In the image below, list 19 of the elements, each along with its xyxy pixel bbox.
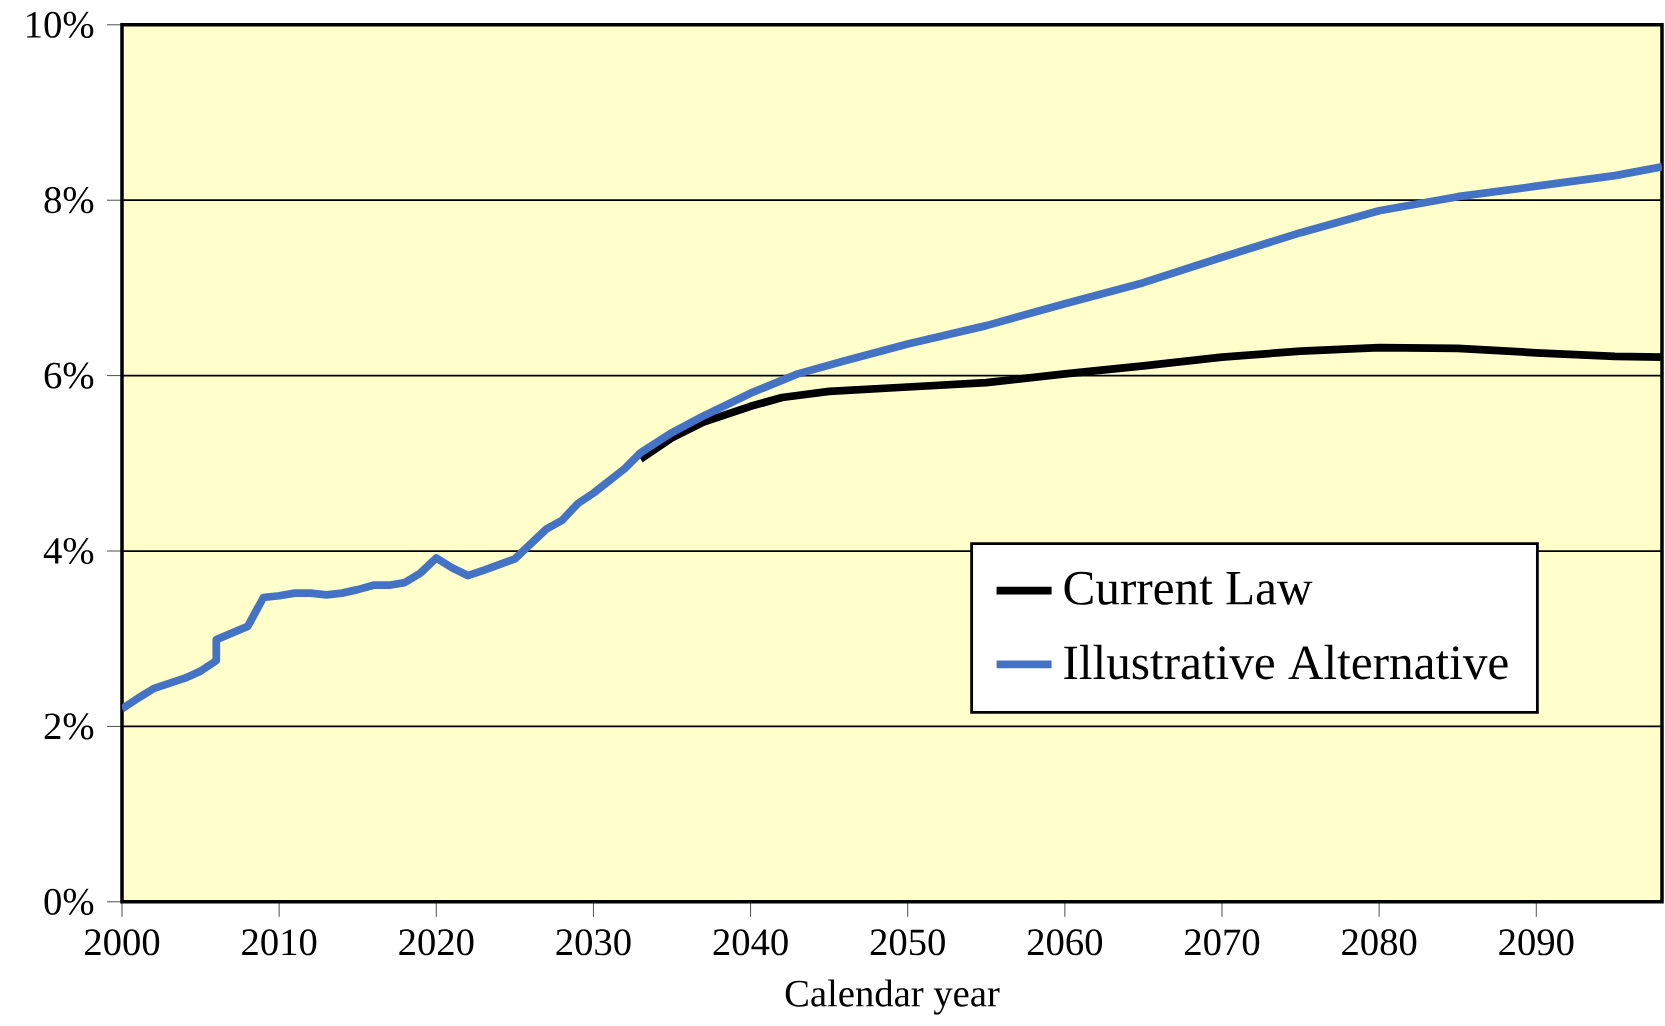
y-tick-label: 8% bbox=[44, 186, 94, 214]
y-tick-label: 10% bbox=[27, 11, 94, 38]
x-tick-label: 2080 bbox=[1342, 929, 1417, 956]
x-tick-label: 2010 bbox=[242, 929, 317, 956]
x-tick-label: 2030 bbox=[556, 929, 631, 956]
x-tick-label: 2060 bbox=[1027, 929, 1103, 956]
y-tick-label: 4% bbox=[43, 537, 94, 564]
y-tick-label: 2% bbox=[44, 713, 94, 740]
y-tick-label: 6% bbox=[44, 362, 94, 389]
x-tick-label: 2050 bbox=[870, 929, 945, 956]
legend-label: Current Law bbox=[1064, 571, 1313, 605]
x-tick-label: 2070 bbox=[1185, 929, 1260, 956]
x-tick-label: 2000 bbox=[85, 929, 160, 956]
x-tick-label: 2020 bbox=[399, 929, 474, 956]
x-tick-label: 2040 bbox=[713, 929, 788, 956]
x-axis-title: Calendar year bbox=[785, 979, 1000, 1015]
legend-label: Illustrative Alternative bbox=[1064, 644, 1508, 680]
y-tick-label: 0% bbox=[44, 888, 94, 915]
x-tick-label: 2090 bbox=[1499, 929, 1574, 956]
